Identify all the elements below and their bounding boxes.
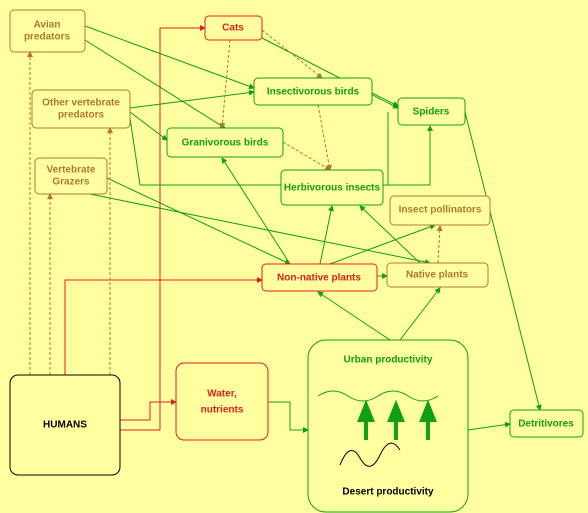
- node-box: [9, 9, 86, 53]
- node-box: [253, 77, 373, 106]
- node-box: [204, 15, 263, 41]
- node-box: [166, 127, 284, 158]
- node-label: nutrients: [201, 405, 244, 416]
- node-box: [31, 89, 131, 129]
- productivity-icons: [317, 390, 439, 467]
- node-label: Cats: [222, 23, 244, 34]
- node-label: Urban productivity: [344, 355, 433, 366]
- node-label: HUMANS: [43, 420, 87, 431]
- node-label: Herbivorous insects: [284, 183, 381, 194]
- node-box: [307, 339, 469, 513]
- node-label: Grazers: [52, 177, 90, 188]
- node-label: Avian: [34, 20, 61, 31]
- node-label: Detritivores: [518, 419, 574, 430]
- node-label: Non-native plants: [277, 273, 361, 284]
- node-label: Granivorous birds: [182, 138, 269, 149]
- boxes: [9, 9, 584, 513]
- node-label: Insect pollinators: [399, 205, 482, 216]
- node-box: [389, 195, 491, 226]
- node-box: [397, 97, 466, 126]
- node-box: [386, 262, 489, 288]
- node-label: Spiders: [413, 107, 450, 118]
- node-label: Other vertebrate: [42, 98, 120, 109]
- node-box: [509, 409, 584, 438]
- node-label: Insectivorous birds: [267, 87, 360, 98]
- node-label: predators: [58, 110, 105, 121]
- node-label: predators: [24, 32, 71, 43]
- node-box: [175, 362, 269, 441]
- node-box: [261, 263, 378, 292]
- node-box: [280, 169, 384, 206]
- node-label: Vertebrate: [47, 165, 96, 176]
- node-label: Water,: [207, 389, 237, 400]
- node-box: [9, 374, 121, 476]
- node-label: Native plants: [406, 270, 469, 281]
- edges: [27, 25, 542, 433]
- node-box: [34, 157, 108, 195]
- node-label: Desert productivity: [342, 487, 434, 498]
